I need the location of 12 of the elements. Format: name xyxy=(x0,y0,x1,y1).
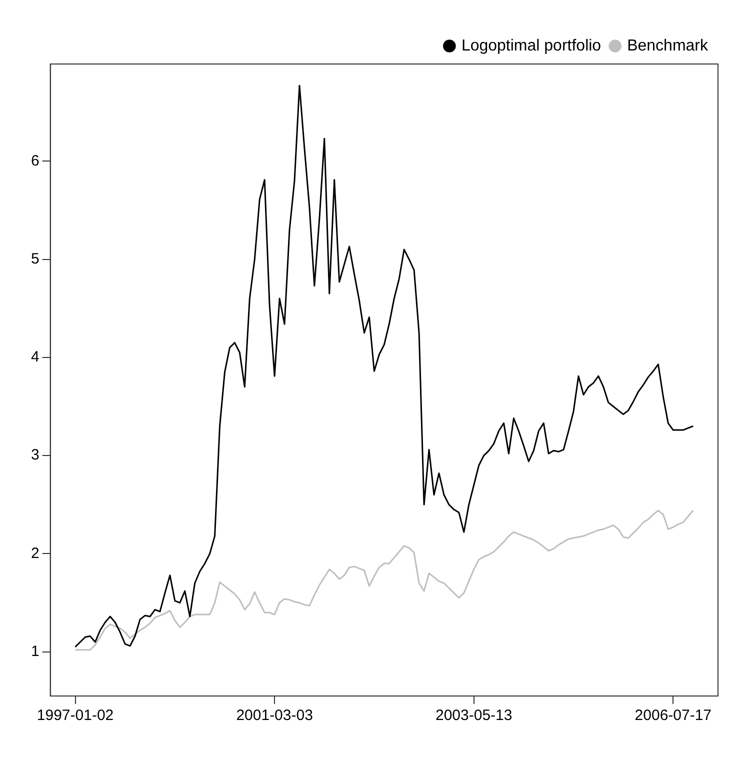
x-tick-label: 2001-03-03 xyxy=(236,707,313,724)
legend-label: Logoptimal portfolio xyxy=(461,37,602,54)
y-tick-label: 5 xyxy=(31,250,40,268)
y-tick-label: 3 xyxy=(31,446,40,464)
y-tick-label: 2 xyxy=(31,544,40,562)
legend-label: Benchmark xyxy=(627,37,709,54)
x-tick-label: 2006-07-17 xyxy=(634,707,712,724)
x-tick-label: 2003-05-13 xyxy=(435,707,512,724)
y-tick-label: 1 xyxy=(31,642,40,660)
y-tick-label: 4 xyxy=(31,348,40,366)
x-tick-label: 1997-01-02 xyxy=(36,707,114,724)
y-tick-label: 6 xyxy=(31,152,40,170)
